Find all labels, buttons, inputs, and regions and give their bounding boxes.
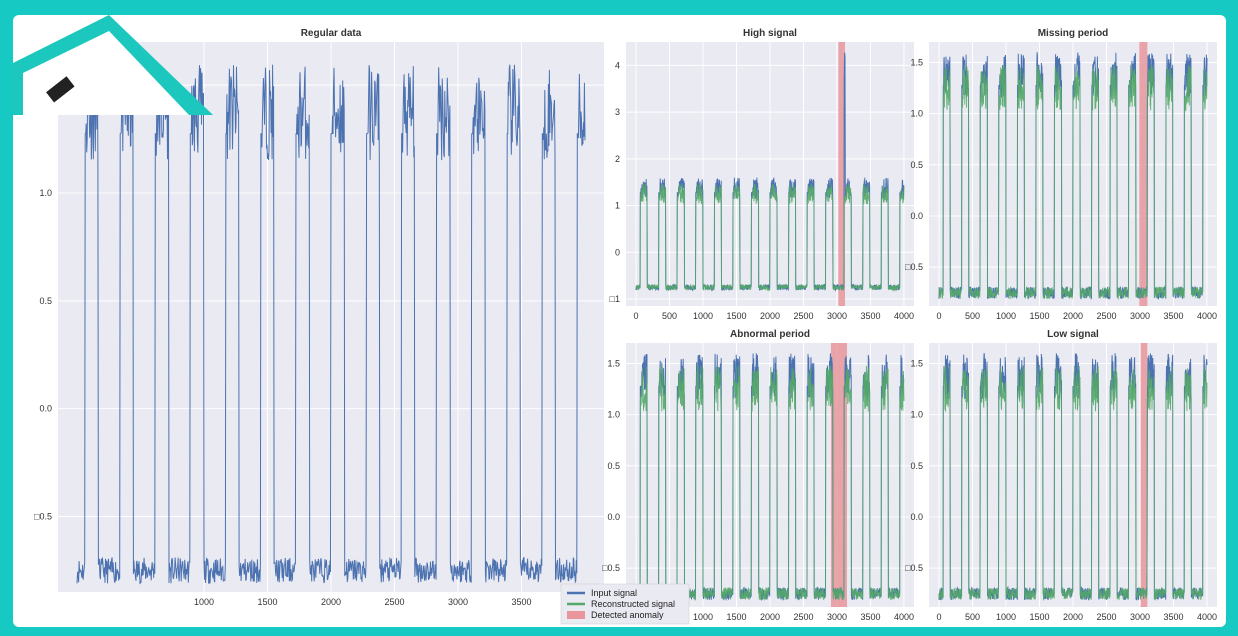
y-tick-label: 1.5 <box>607 358 620 368</box>
x-tick-label: 2500 <box>1096 311 1116 321</box>
y-tick-label: □0.5 <box>602 563 620 573</box>
y-tick-label: 1.0 <box>910 109 923 119</box>
y-tick-label: □0.5 <box>34 512 52 522</box>
panel-title: Low signal <box>1047 329 1099 340</box>
x-tick-label: 3500 <box>1163 612 1183 622</box>
x-tick-label: 3500 <box>1163 311 1183 321</box>
y-tick-label: 1.5 <box>910 358 923 368</box>
x-tick-label: 0 <box>937 311 942 321</box>
anomaly-band <box>1140 343 1148 607</box>
y-tick-label: □1 <box>610 294 620 304</box>
y-tick-label: 0.5 <box>607 461 620 471</box>
y-tick-label: 2 <box>615 154 620 164</box>
x-tick-label: 2500 <box>793 612 813 622</box>
anomaly-band <box>830 343 848 607</box>
y-tick-label: 4 <box>615 60 620 70</box>
x-tick-label: 1500 <box>726 612 746 622</box>
x-tick-label: 2000 <box>760 612 780 622</box>
x-tick-label: 4000 <box>894 311 914 321</box>
x-tick-label: 4000 <box>1197 311 1217 321</box>
x-tick-label: 3000 <box>1130 311 1150 321</box>
x-tick-label: 3000 <box>448 597 468 607</box>
x-tick-label: 1500 <box>257 597 277 607</box>
x-tick-label: 3500 <box>860 612 880 622</box>
y-tick-label: 1.0 <box>39 188 52 198</box>
x-tick-label: 1500 <box>726 311 746 321</box>
x-tick-label: 2000 <box>1063 612 1083 622</box>
x-tick-label: 500 <box>965 612 980 622</box>
x-tick-label: 1000 <box>194 597 214 607</box>
chart-panel-5: Low signal □0.5 0.0 0.5 1.0 1.5 0 500 1000 1500 20… <box>905 329 1217 622</box>
panel-title: Missing period <box>1038 28 1109 39</box>
x-tick-label: 2000 <box>321 597 341 607</box>
x-tick-label: 4000 <box>1197 612 1217 622</box>
x-tick-label: 500 <box>965 311 980 321</box>
y-tick-label: 0.5 <box>910 461 923 471</box>
panel-title: Regular data <box>301 28 362 39</box>
legend-label: Detected anomaly <box>591 610 664 620</box>
y-tick-label: □0.5 <box>905 563 923 573</box>
x-tick-label: 1000 <box>693 311 713 321</box>
y-tick-label: 0.0 <box>910 211 923 221</box>
chart-panel-4: Abnormal period□0.50.00.51.01.5050010001… <box>602 329 914 622</box>
legend-swatch-patch <box>567 611 585 619</box>
reconstructed-signal-line <box>635 183 905 292</box>
panel-title: Abnormal period <box>730 329 810 340</box>
x-tick-label: 3500 <box>860 311 880 321</box>
x-tick-label: 0 <box>634 311 639 321</box>
y-tick-label: 1.5 <box>910 57 923 67</box>
legend-label: Input signal <box>591 588 637 598</box>
chart-panel-2: High signal □1 0 1 2 3 4 0 500 1000 1500 2000 2500 30… <box>610 28 914 321</box>
x-tick-label: 3000 <box>827 612 847 622</box>
y-tick-label: 1 <box>615 201 620 211</box>
x-tick-label: 2500 <box>1096 612 1116 622</box>
y-tick-label: 3 <box>615 107 620 117</box>
x-tick-label: 2000 <box>1063 311 1083 321</box>
x-tick-label: 1000 <box>693 612 713 622</box>
y-tick-label: 0.0 <box>607 512 620 522</box>
panel-title: High signal <box>743 28 797 39</box>
x-tick-label: 2000 <box>760 311 780 321</box>
x-tick-label: 500 <box>662 311 677 321</box>
y-tick-label: 0.0 <box>39 404 52 414</box>
x-tick-label: 1000 <box>996 311 1016 321</box>
x-tick-label: 2500 <box>384 597 404 607</box>
y-tick-label: 0 <box>615 247 620 257</box>
y-tick-label: 0.5 <box>39 296 52 306</box>
x-tick-label: 3500 <box>511 597 531 607</box>
y-tick-label: □0.5 <box>905 262 923 272</box>
reconstructed-signal-line <box>635 365 905 602</box>
figure-frame: Regular data □0.5 0.0 0.5 1.0 1.5 1000 1500 2000… <box>13 15 1226 627</box>
y-tick-label: 0.5 <box>910 160 923 170</box>
input-signal-line <box>76 63 586 585</box>
reconstructed-signal-line <box>938 64 1208 301</box>
reconstructed-signal-line <box>938 365 1208 602</box>
legend-label: Reconstructed signal <box>591 599 675 609</box>
y-tick-label: 1.0 <box>910 410 923 420</box>
x-tick-label: 4000 <box>894 612 914 622</box>
y-tick-label: 1.5 <box>39 80 52 90</box>
x-tick-label: 3000 <box>1130 612 1150 622</box>
x-tick-label: 1500 <box>1029 612 1049 622</box>
x-tick-label: 1500 <box>1029 311 1049 321</box>
chart-panel-3: Missing period □0.5 0.0 0.5 1.0 1.5 0 500 1000 15… <box>905 28 1217 321</box>
x-tick-label: 0 <box>937 612 942 622</box>
anomaly-band <box>1139 42 1148 306</box>
chart-panel-1: Regular data □0.5 0.0 0.5 1.0 1.5 1000 1500 2000… <box>34 28 604 607</box>
y-tick-label: 1.0 <box>607 410 620 420</box>
x-tick-label: 1000 <box>996 612 1016 622</box>
anomaly-band <box>838 42 846 306</box>
x-tick-label: 3000 <box>827 311 847 321</box>
x-tick-label: 2500 <box>793 311 813 321</box>
y-tick-label: 0.0 <box>910 512 923 522</box>
